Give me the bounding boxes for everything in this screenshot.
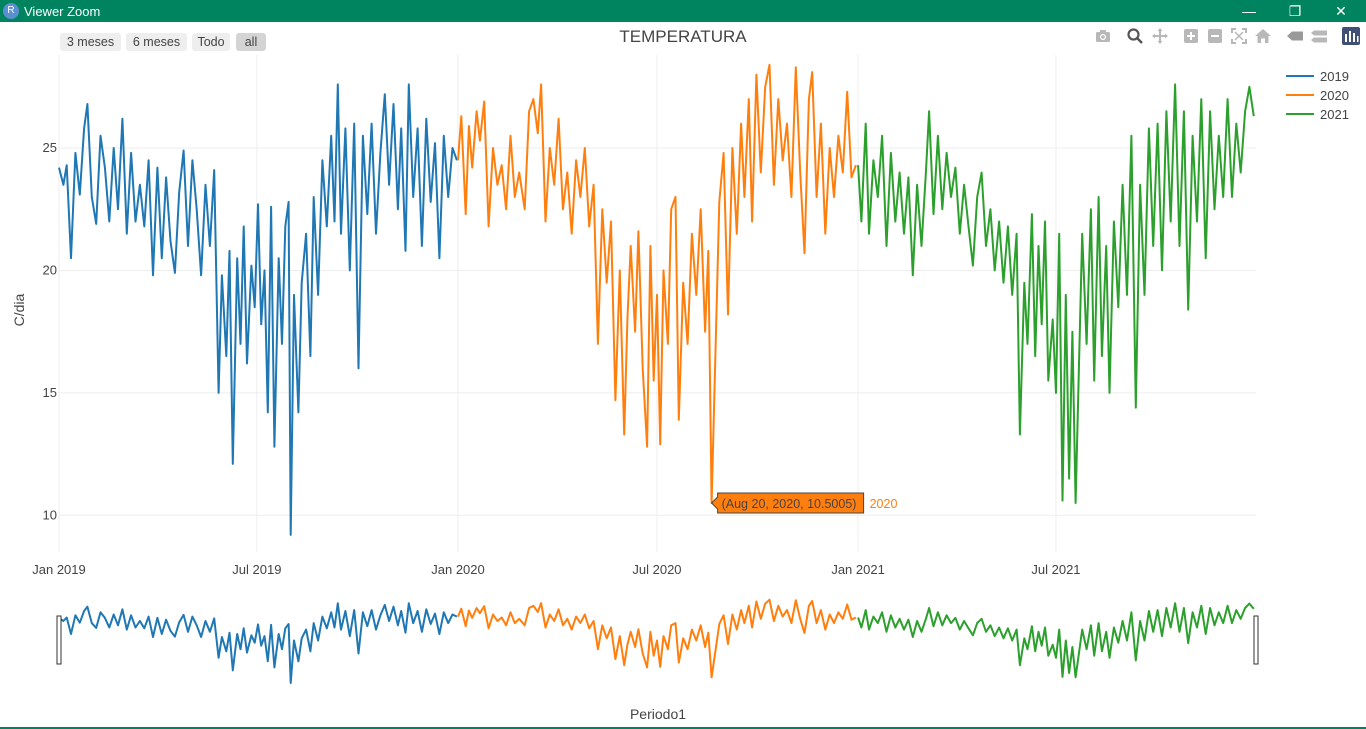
x-tick-label: Jul 2019 bbox=[232, 562, 281, 577]
minimize-icon[interactable]: — bbox=[1242, 3, 1256, 19]
chart-title: TEMPERATURA bbox=[619, 27, 747, 46]
range-slider[interactable] bbox=[56, 598, 1259, 684]
x-tick-label: Jan 2020 bbox=[431, 562, 485, 577]
legend[interactable]: 2019 2020 2021 bbox=[1286, 69, 1349, 122]
range-todo-button[interactable]: Todo bbox=[192, 33, 230, 51]
range-slider-right-handle[interactable] bbox=[1253, 615, 1259, 665]
plotly-logo-icon[interactable] bbox=[1342, 27, 1360, 45]
range-all-button[interactable]: all bbox=[236, 33, 266, 51]
x-tick-label: Jan 2019 bbox=[32, 562, 86, 577]
compare-hover-icon[interactable] bbox=[1310, 27, 1328, 45]
zoom-icon[interactable] bbox=[1126, 27, 1144, 45]
window-title: Viewer Zoom bbox=[24, 4, 101, 19]
series-line-2020[interactable] bbox=[457, 63, 857, 504]
range-6-months-button[interactable]: 6 meses bbox=[126, 33, 187, 51]
main-plot-lines[interactable] bbox=[58, 63, 1255, 536]
legend-label-2021[interactable]: 2021 bbox=[1320, 107, 1349, 122]
hover-box bbox=[710, 492, 865, 514]
x-tick-labels: Jan 2019 Jul 2019 Jan 2020 Jul 2020 Jan 2021… bbox=[32, 562, 1080, 577]
zoom-in-icon[interactable] bbox=[1182, 27, 1200, 45]
pan-icon[interactable] bbox=[1151, 27, 1169, 45]
x-axis-label: Periodo1 bbox=[630, 706, 686, 722]
x-tick-label: Jan 2021 bbox=[831, 562, 885, 577]
autoscale-icon[interactable] bbox=[1230, 27, 1248, 45]
y-tick-label: 15 bbox=[43, 385, 57, 400]
series-line-2021[interactable] bbox=[857, 83, 1255, 504]
camera-icon[interactable] bbox=[1094, 27, 1112, 45]
range-3-months-button[interactable]: 3 meses bbox=[60, 33, 121, 51]
series-line-2019[interactable] bbox=[58, 83, 458, 536]
legend-label-2020[interactable]: 2020 bbox=[1320, 88, 1349, 103]
slider-series-line-2019 bbox=[58, 602, 458, 684]
home-icon[interactable] bbox=[1254, 27, 1272, 45]
y-tick-label: 20 bbox=[43, 262, 57, 277]
spike-lines-icon[interactable] bbox=[1286, 27, 1304, 45]
window-titlebar: R Viewer Zoom — ❐ ✕ bbox=[0, 0, 1366, 22]
legend-label-2019[interactable]: 2019 bbox=[1320, 69, 1349, 84]
modebar bbox=[1094, 27, 1364, 45]
zoom-out-icon[interactable] bbox=[1206, 27, 1224, 45]
close-icon[interactable]: ✕ bbox=[1335, 3, 1347, 19]
hover-value-label: (Aug 20, 2020, 10.5005) bbox=[722, 497, 857, 511]
x-tick-label: Jul 2020 bbox=[632, 562, 681, 577]
r-app-icon: R bbox=[3, 3, 19, 19]
slider-series-line-2021 bbox=[857, 602, 1255, 679]
y-tick-labels: 10 15 20 25 bbox=[43, 140, 57, 522]
y-tick-label: 10 bbox=[43, 507, 57, 522]
grid-lines bbox=[58, 55, 1256, 552]
restore-icon[interactable]: ❐ bbox=[1288, 3, 1302, 19]
window-bottom-border bbox=[0, 727, 1366, 729]
range-slider-left-handle[interactable] bbox=[56, 615, 62, 665]
hover-tooltip: (Aug 20, 2020, 10.5005) 2020 bbox=[710, 492, 898, 514]
hover-series-name: 2020 bbox=[870, 497, 898, 511]
y-tick-label: 25 bbox=[43, 140, 57, 155]
slider-series-line-2020 bbox=[457, 598, 857, 679]
y-axis-label: C/dia bbox=[11, 293, 27, 326]
x-tick-label: Jul 2021 bbox=[1031, 562, 1080, 577]
